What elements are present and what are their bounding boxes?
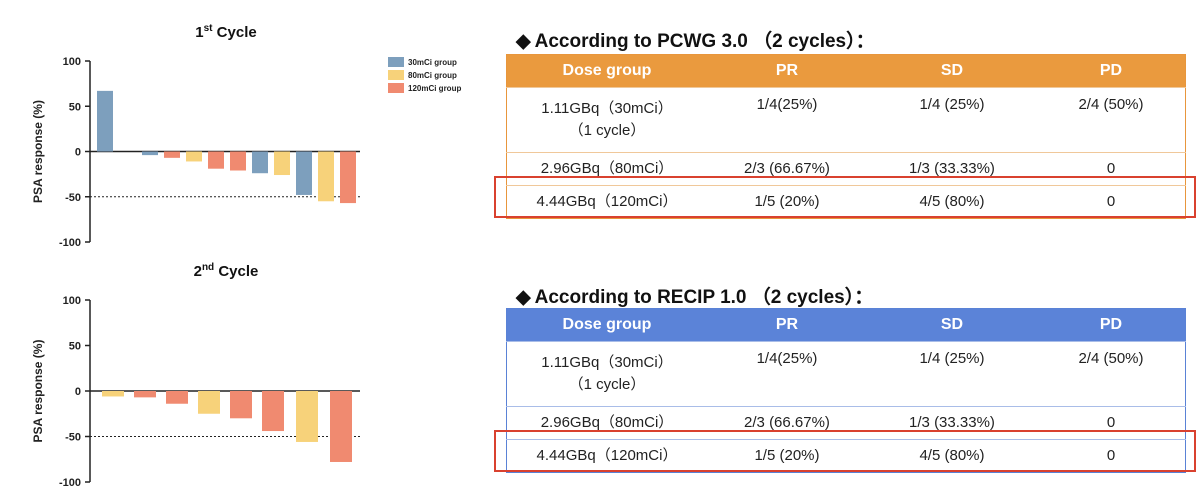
y-tick-label: 50 (69, 341, 81, 353)
dose-note: （1 cycle） (568, 122, 646, 139)
header-pr: PR (707, 54, 867, 88)
dose-cell: 2.96GBq（80mCi） (506, 406, 707, 440)
bar (142, 151, 158, 156)
pr-cell: 1/5 (20%) (707, 185, 867, 219)
bar (230, 151, 246, 171)
y-tick-label: 0 (75, 386, 81, 398)
recip-table: Dose group PR SD PD 1.11GBq（30mCi） （1 cyc… (506, 308, 1186, 473)
table-row: 2.96GBq（80mCi） 2/3 (66.67%) 1/3 (33.33%)… (506, 152, 1186, 186)
legend-label: 80mCi group (408, 71, 457, 80)
bar (208, 151, 224, 169)
dose-cell: 4.44GBq（120mCi） (506, 439, 707, 473)
y-tick-label: 0 (75, 147, 81, 159)
table-header-row: Dose group PR SD PD (506, 308, 1186, 342)
legend-swatch (388, 83, 404, 93)
chart-title: 1st Cycle (195, 23, 256, 41)
bar (340, 151, 356, 204)
table-row: 2.96GBq（80mCi） 2/3 (66.67%) 1/3 (33.33%)… (506, 406, 1186, 440)
chart-title: 2nd Cycle (194, 262, 259, 280)
bar (296, 391, 318, 442)
pd-cell: 2/4 (50%) (1037, 341, 1186, 407)
y-tick-label: -50 (65, 432, 81, 444)
bar (230, 391, 252, 419)
table-header-row: Dose group PR SD PD (506, 54, 1186, 88)
y-tick-label: -100 (59, 477, 81, 489)
header-pd: PD (1037, 54, 1186, 88)
pd-cell: 0 (1037, 185, 1186, 219)
bar (186, 151, 202, 162)
waterfall-charts: 1st Cycle 100 50 0 -50 -100 PSA response (%) 30… (31, 23, 461, 489)
dose-note: （1 cycle） (568, 376, 646, 393)
sd-cell: 1/4 (25%) (867, 87, 1037, 153)
bar (97, 90, 113, 152)
diamond-bullet-icon: ◆ (516, 287, 531, 308)
pr-cell: 1/4(25%) (707, 341, 867, 407)
pr-cell: 1/5 (20%) (707, 439, 867, 473)
dose-label: 1.11GBq（30mCi） (541, 354, 673, 371)
sd-cell: 1/3 (33.33%) (867, 152, 1037, 186)
pd-cell: 2/4 (50%) (1037, 87, 1186, 153)
bar (134, 391, 156, 398)
sd-cell: 1/3 (33.33%) (867, 406, 1037, 440)
bar (262, 391, 284, 432)
pd-cell: 0 (1037, 406, 1186, 440)
bar (198, 391, 220, 414)
highlight-box (494, 430, 1196, 472)
bar (164, 151, 180, 158)
header-sd: SD (867, 54, 1037, 88)
y-tick-label: 100 (63, 56, 81, 68)
pd-cell: 0 (1037, 152, 1186, 186)
bar (296, 151, 312, 195)
sd-cell: 4/5 (80%) (867, 185, 1037, 219)
dose-cell: 2.96GBq（80mCi） (506, 152, 707, 186)
header-sd: SD (867, 308, 1037, 342)
y-tick-label: 100 (63, 295, 81, 307)
recip-title: ◆ According to RECIP 1.0 （2 cycles）： (516, 282, 873, 309)
pcwg-title: ◆ According to PCWG 3.0 （2 cycles）： (516, 26, 875, 53)
y-tick-label: 50 (69, 101, 81, 113)
diamond-bullet-icon: ◆ (516, 31, 531, 52)
legend-label: 30mCi group (408, 58, 457, 67)
bar (102, 391, 124, 397)
dose-label: 1.11GBq（30mCi） (541, 100, 673, 117)
pd-cell: 0 (1037, 439, 1186, 473)
header-pr: PR (707, 308, 867, 342)
sd-cell: 4/5 (80%) (867, 439, 1037, 473)
sd-cell: 1/4 (25%) (867, 341, 1037, 407)
pr-cell: 1/4(25%) (707, 87, 867, 153)
dose-cell: 1.11GBq（30mCi） （1 cycle） (506, 87, 707, 153)
y-tick-label: -100 (59, 237, 81, 249)
header-dose-group: Dose group (506, 54, 707, 88)
pcwg-table: Dose group PR SD PD 1.11GBq（30mCi） （1 cyc… (506, 54, 1186, 219)
table-row: 4.44GBq（120mCi） 1/5 (20%) 4/5 (80%) 0 (506, 185, 1186, 219)
y-tick-label: -50 (65, 192, 81, 204)
table-row: 1.11GBq（30mCi） （1 cycle） 1/4(25%) 1/4 (25… (506, 341, 1186, 407)
y-axis-label: PSA response (%) (31, 340, 45, 443)
header-pd: PD (1037, 308, 1186, 342)
bar (274, 151, 290, 176)
legend-swatch (388, 70, 404, 80)
bar (252, 151, 268, 174)
legend-label: 120mCi group (408, 84, 461, 93)
bar (166, 391, 188, 404)
header-dose-group: Dose group (506, 308, 707, 342)
pcwg-title-text: According to PCWG 3.0 （2 cycles）： (534, 31, 875, 52)
bar (318, 151, 334, 202)
legend-swatch (388, 57, 404, 67)
dose-cell: 1.11GBq（30mCi） （1 cycle） (506, 341, 707, 407)
y-axis-label: PSA response (%) (31, 100, 45, 203)
bar (330, 391, 352, 462)
pr-cell: 2/3 (66.67%) (707, 406, 867, 440)
dose-cell: 4.44GBq（120mCi） (506, 185, 707, 219)
table-row: 1.11GBq（30mCi） （1 cycle） 1/4(25%) 1/4 (25… (506, 87, 1186, 153)
table-row: 4.44GBq（120mCi） 1/5 (20%) 4/5 (80%) 0 (506, 439, 1186, 473)
recip-title-text: According to RECIP 1.0 （2 cycles）： (534, 287, 874, 308)
pr-cell: 2/3 (66.67%) (707, 152, 867, 186)
highlight-box (494, 176, 1196, 218)
